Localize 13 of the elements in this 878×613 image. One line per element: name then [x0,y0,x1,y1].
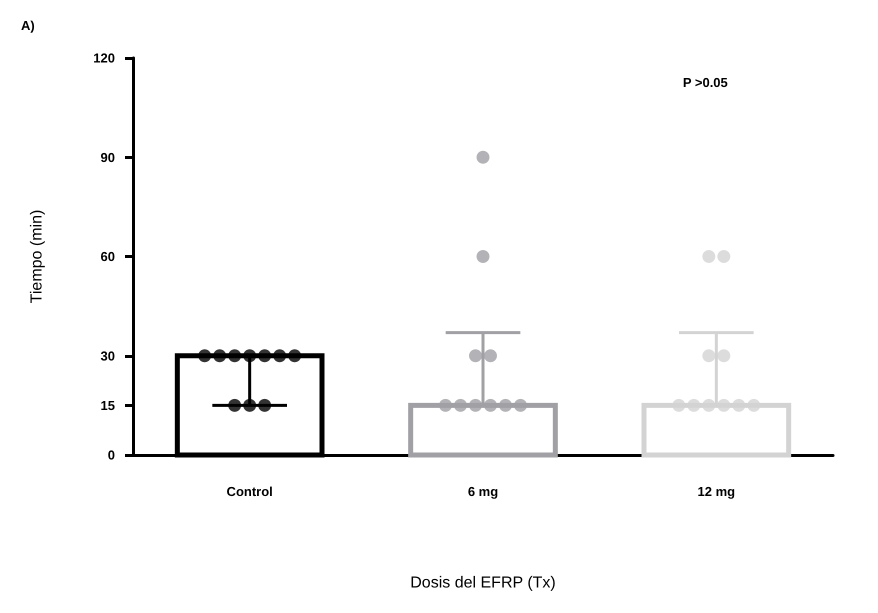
x-tick-label: 12 mg [698,484,736,499]
y-tick-label: 0 [108,448,115,462]
y-tick-label: 15 [100,398,115,413]
annotation: P >0.05 [682,75,728,90]
text: A) [21,18,35,33]
x-tick-label: Control [226,484,273,499]
y-tick-label: 60 [100,249,115,264]
y-axis-title: Tiempo (min) [28,210,46,304]
y-tick-label: 30 [100,348,115,364]
y-tick-label: 120 [93,50,115,66]
y-tick-label: 90 [100,150,115,165]
x-tick-label: 6 mg [468,484,498,499]
x-axis-title: Dosis del EFRP (Tx) [410,574,556,592]
